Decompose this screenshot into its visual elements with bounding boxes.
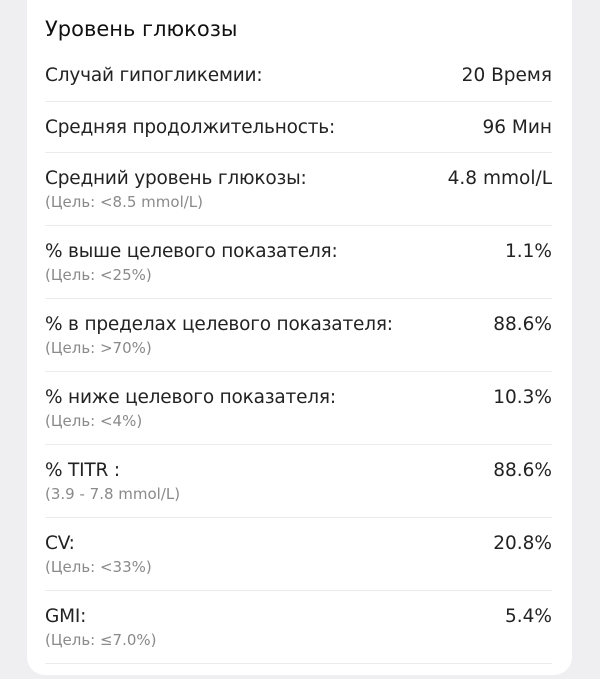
card-title: Уровень глюкозы [45,17,238,41]
stat-label: CV: [45,533,75,554]
stat-label: GMI: [45,606,87,627]
stat-value: 4.8 mmol/L [447,168,552,189]
card-header: Уровень глюкозы [45,0,552,41]
stat-target: (Цель: <8.5 mmol/L) [45,193,203,211]
stat-value: 5.4% [505,606,552,627]
stat-label: % TITR : [45,460,120,481]
stat-target: (Цель: <33%) [45,558,152,576]
stat-value: 88.6% [493,314,552,335]
stat-row-above-target: % выше целевого показателя: (Цель: <25%)… [45,226,552,299]
stat-label: % ниже целевого показателя: [45,387,336,408]
stat-label: Средний уровень глюкозы: [45,168,307,189]
stat-value: 88.6% [493,460,552,481]
stat-target: (3.9 - 7.8 mmol/L) [45,485,181,503]
stat-value: 10.3% [493,387,552,408]
stat-row-titr: % TITR : (3.9 - 7.8 mmol/L) 88.6% [45,445,552,518]
stat-row-average-duration: Средняя продолжительность: 96 Мин [45,102,552,153]
stat-target: (Цель: <4%) [45,412,143,430]
stat-label: % в пределах целевого показателя: [45,314,393,335]
stat-row-in-target: % в пределах целевого показателя: (Цель:… [45,299,552,372]
stat-row-hypoglycemia-events: Случай гипогликемии: 20 Время [45,53,552,102]
card-content: Уровень глюкозы Случай гипогликемии: 20 … [45,0,552,664]
stat-target: (Цель: >70%) [45,339,152,357]
stat-label: % выше целевого показателя: [45,241,338,262]
stat-row-gmi: GMI: (Цель: ≤7.0%) 5.4% [45,591,552,664]
stat-row-cv: CV: (Цель: <33%) 20.8% [45,518,552,591]
stat-value: 96 Мин [482,117,552,138]
stat-target: (Цель: ≤7.0%) [45,631,157,649]
stat-value: 20.8% [493,533,552,554]
stat-label: Случай гипогликемии: [45,65,263,86]
stat-row-below-target: % ниже целевого показателя: (Цель: <4%) … [45,372,552,445]
stat-value: 1.1% [505,241,552,262]
stat-target: (Цель: <25%) [45,266,152,284]
stat-value: 20 Время [461,65,552,86]
stat-row-average-glucose: Средний уровень глюкозы: (Цель: <8.5 mmo… [45,153,552,226]
glucose-stats-card: Уровень глюкозы Случай гипогликемии: 20 … [27,0,572,675]
stat-label: Средняя продолжительность: [45,117,336,138]
